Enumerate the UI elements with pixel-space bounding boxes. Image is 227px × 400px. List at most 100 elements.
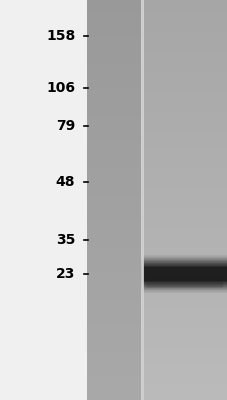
Bar [86, 144, 141, 148]
Bar [86, 324, 141, 328]
Bar [143, 80, 227, 84]
Bar [143, 392, 227, 396]
Bar [143, 364, 227, 368]
Bar [143, 200, 227, 204]
Bar [143, 0, 227, 4]
Bar [86, 4, 141, 8]
Bar [143, 268, 227, 272]
Bar [143, 56, 227, 60]
Bar [86, 188, 141, 192]
Bar [86, 296, 141, 300]
Text: 23: 23 [56, 267, 75, 281]
Bar [143, 216, 227, 220]
Bar [86, 68, 141, 72]
Bar [86, 232, 141, 236]
Bar [143, 88, 227, 92]
Bar [86, 164, 141, 168]
Bar [86, 24, 141, 28]
Bar [143, 244, 227, 248]
Bar [143, 288, 227, 292]
Bar [143, 4, 227, 8]
Bar [143, 284, 227, 288]
Text: 48: 48 [55, 175, 75, 189]
Bar [86, 116, 141, 120]
Bar [143, 76, 227, 80]
Bar [143, 316, 227, 320]
Bar [86, 44, 141, 48]
Bar [143, 104, 227, 108]
Bar [86, 112, 141, 116]
Bar [86, 52, 141, 56]
Bar [143, 248, 227, 252]
Bar [143, 304, 227, 308]
Bar [86, 56, 141, 60]
Bar [86, 160, 141, 164]
Bar [86, 148, 141, 152]
Bar [143, 292, 227, 296]
Bar [86, 0, 141, 4]
Bar [86, 284, 141, 288]
Bar [86, 76, 141, 80]
Bar [86, 384, 141, 388]
Bar [143, 320, 227, 324]
Bar [86, 192, 141, 196]
Bar [86, 12, 141, 16]
Bar [86, 32, 141, 36]
Bar [143, 100, 227, 104]
Bar [86, 340, 141, 344]
Bar [86, 396, 141, 400]
Bar [86, 96, 141, 100]
Bar [143, 176, 227, 180]
Bar [86, 228, 141, 232]
Bar [86, 48, 141, 52]
Text: 35: 35 [56, 233, 75, 247]
Bar [143, 52, 227, 56]
Bar [143, 96, 227, 100]
Bar [86, 128, 141, 132]
FancyBboxPatch shape [141, 263, 227, 285]
Bar [86, 352, 141, 356]
Bar [143, 140, 227, 144]
FancyBboxPatch shape [141, 256, 227, 292]
Bar [143, 40, 227, 44]
FancyBboxPatch shape [141, 261, 227, 287]
Bar [86, 28, 141, 32]
Bar [86, 180, 141, 184]
Bar [143, 396, 227, 400]
Bar [86, 20, 141, 24]
Bar [143, 48, 227, 52]
Bar [86, 388, 141, 392]
Bar [143, 108, 227, 112]
FancyBboxPatch shape [141, 258, 227, 290]
Bar [143, 344, 227, 348]
Bar [143, 336, 227, 340]
Bar [86, 256, 141, 260]
FancyBboxPatch shape [141, 255, 227, 293]
Bar [86, 280, 141, 284]
Bar [143, 208, 227, 212]
Bar [143, 180, 227, 184]
Bar [143, 352, 227, 356]
Bar [143, 132, 227, 136]
Bar [143, 296, 227, 300]
Bar [143, 84, 227, 88]
Bar [86, 216, 141, 220]
Bar [143, 64, 227, 68]
Bar [86, 132, 141, 136]
Bar [86, 212, 141, 216]
Bar [86, 304, 141, 308]
Bar [143, 72, 227, 76]
Bar [143, 256, 227, 260]
Bar [86, 316, 141, 320]
Bar [86, 88, 141, 92]
Bar [143, 124, 227, 128]
Bar [86, 344, 141, 348]
FancyBboxPatch shape [146, 278, 222, 288]
Bar [143, 192, 227, 196]
Bar [143, 224, 227, 228]
Bar [143, 24, 227, 28]
Bar [86, 136, 141, 140]
Bar [86, 152, 141, 156]
Bar [143, 128, 227, 132]
Bar [86, 100, 141, 104]
